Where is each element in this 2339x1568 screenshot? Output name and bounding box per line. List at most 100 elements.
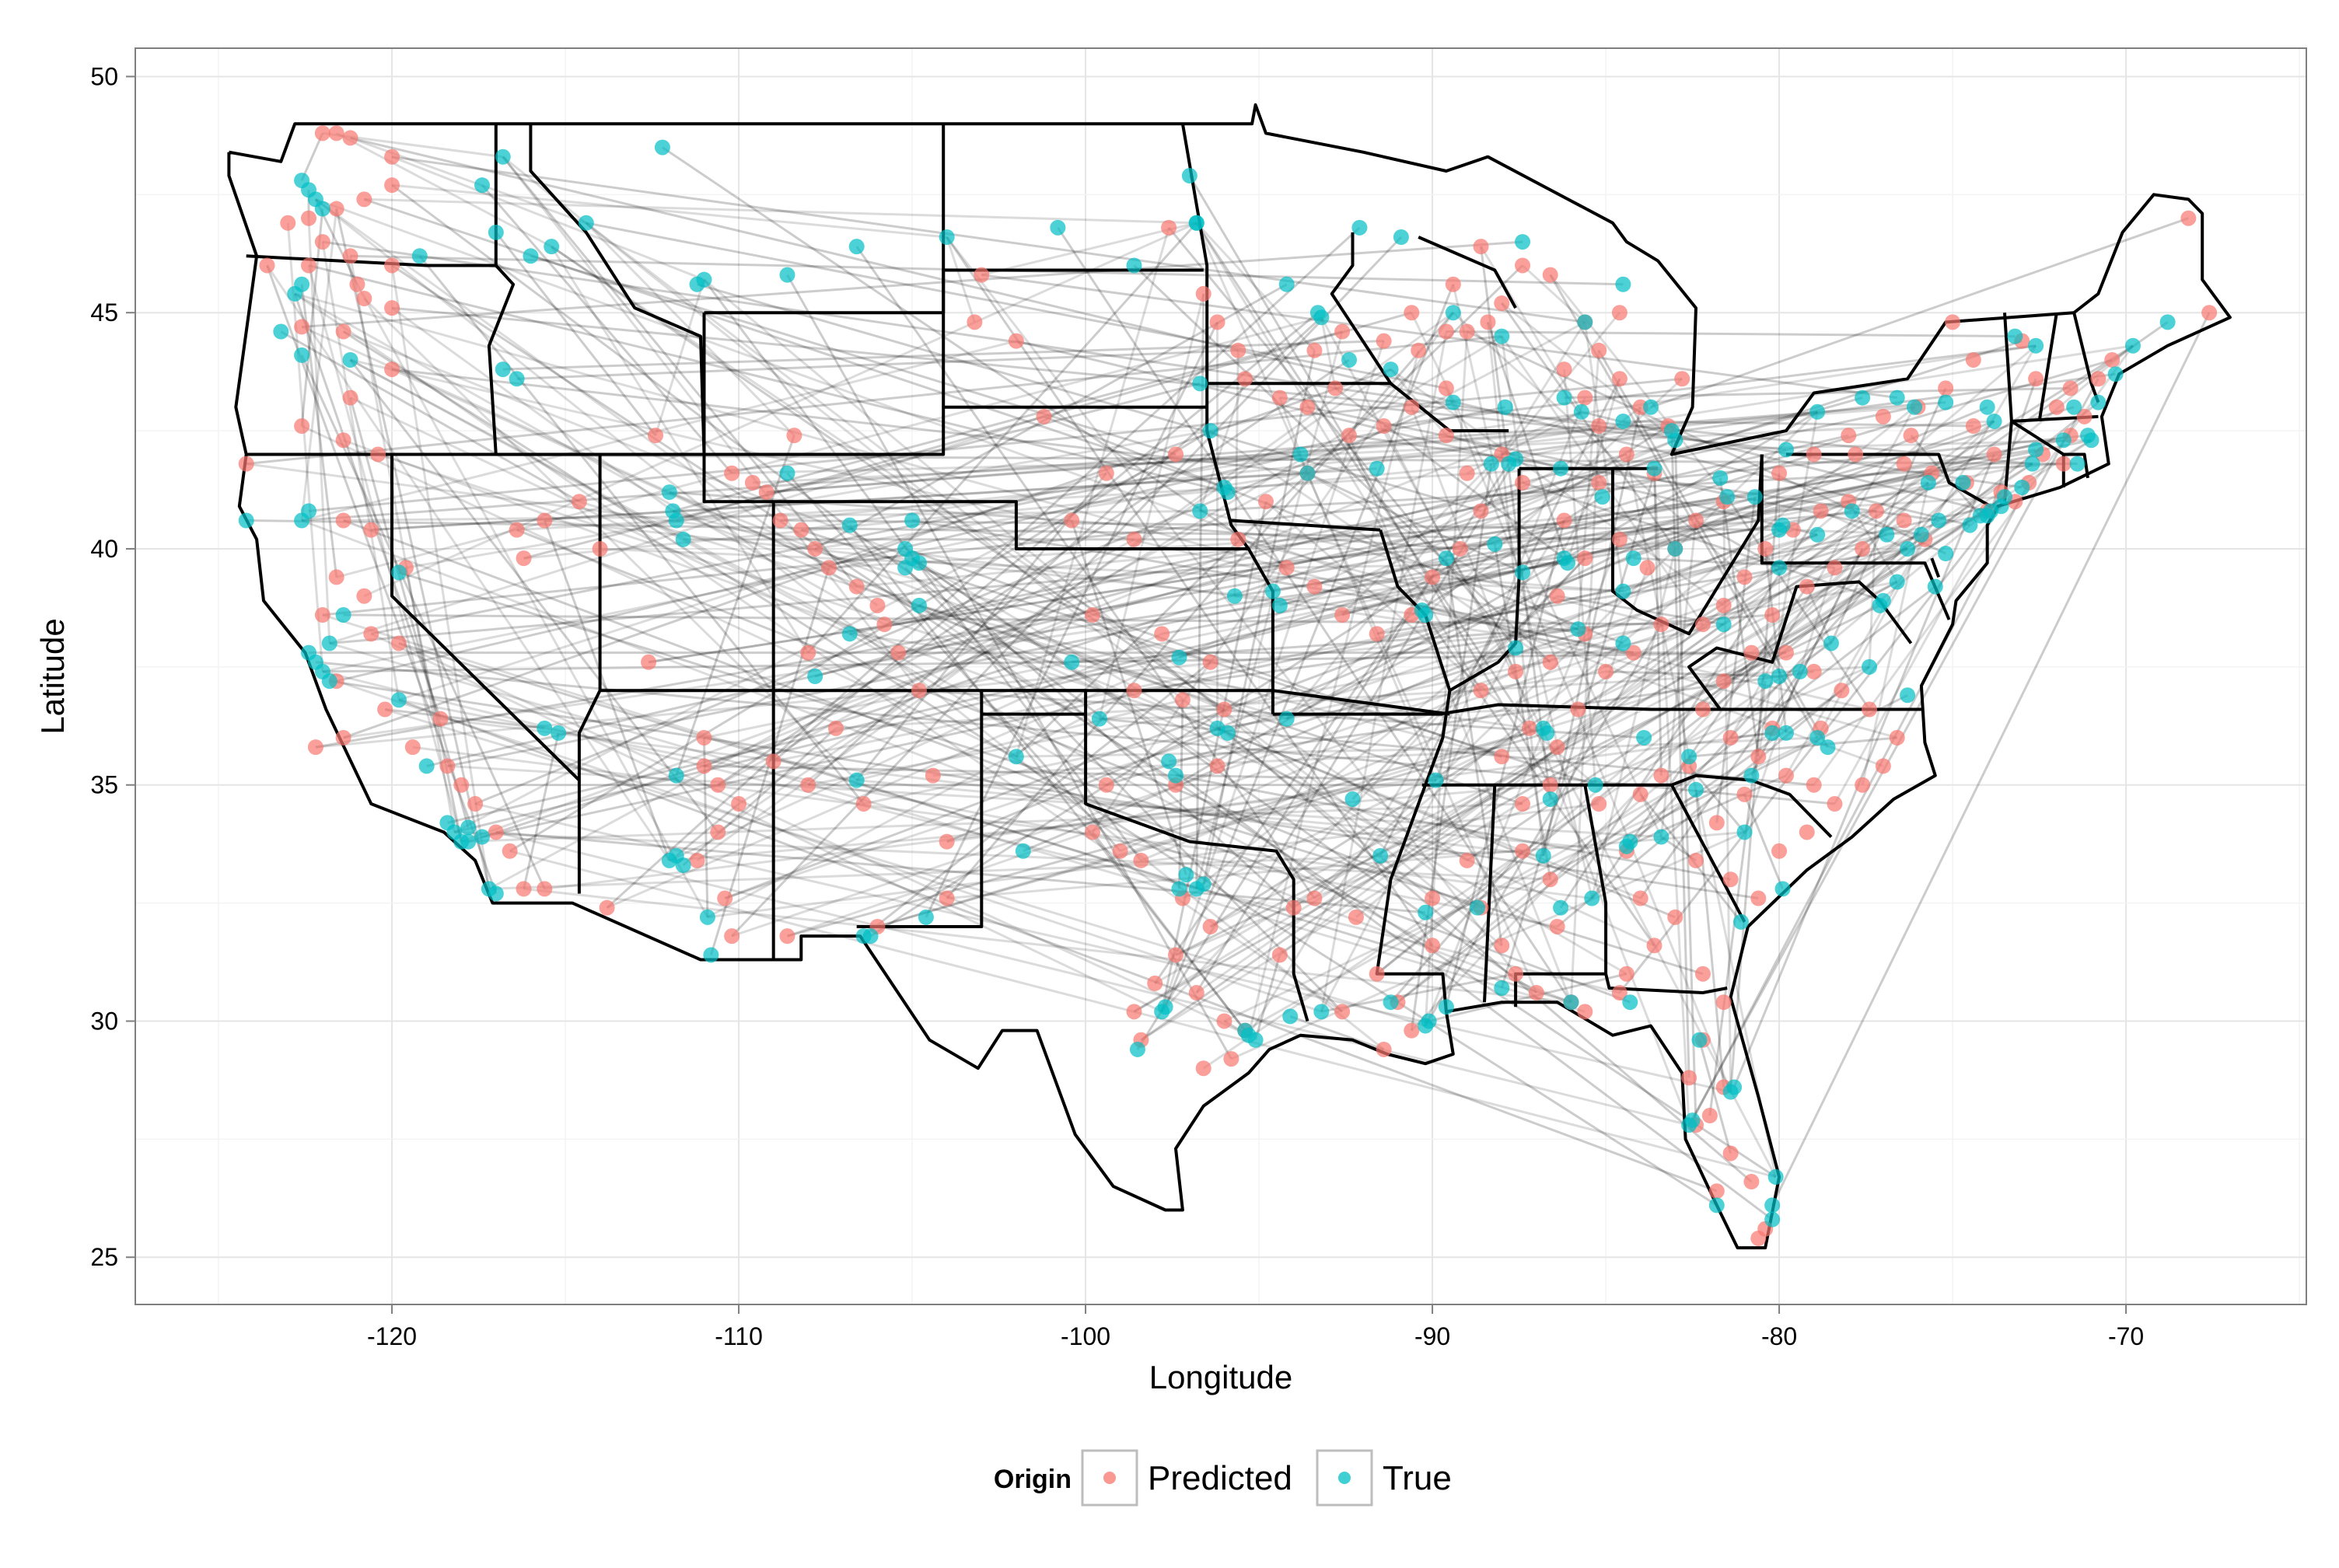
point-predicted [1376,418,1392,435]
point-true [661,484,677,501]
point-true [1560,555,1576,571]
point-true [1938,394,1954,410]
connection-line [447,472,1932,824]
point-true [1393,229,1409,246]
connection-line [307,218,331,644]
connection-line [1597,350,1829,748]
connection-line [911,557,1295,909]
connection-line [1134,627,1579,692]
point-predicted [1632,786,1648,802]
state-border [1439,703,1921,716]
connection-line [502,155,858,588]
connection-line [398,472,1107,701]
connection-line [1161,557,1586,1013]
point-predicted [1598,663,1614,679]
point-predicted [1549,739,1565,756]
connection-line [1830,387,1947,644]
point-true [1938,546,1954,562]
connection-line [1133,264,1551,663]
point-true [1771,669,1788,684]
point-predicted [807,540,823,557]
point-true [1539,725,1555,741]
connection-line [606,226,1361,909]
connection-line [391,155,1586,323]
point-predicted [974,267,990,283]
point-predicted [1653,616,1669,633]
point-predicted [925,767,941,784]
legend-entry-true: True [1316,1449,1452,1507]
point-predicted [1875,408,1891,424]
point-predicted [1896,512,1912,529]
point-true [1778,725,1794,741]
point-true [1292,446,1309,463]
point-predicted [1216,701,1232,718]
point-true [474,177,491,194]
connection-line [1279,396,1787,451]
connection-line [307,265,463,843]
point-true [1691,1032,1708,1048]
point-predicted [1750,1230,1767,1246]
connection-line [1136,576,1434,1050]
point-true [1889,574,1905,590]
point-predicted [259,257,275,274]
point-true [1188,215,1204,231]
connection-line [378,452,2078,466]
point-predicted [1618,966,1635,982]
point-true [2055,432,2072,449]
point-predicted [1591,418,1607,435]
connection-line [1816,539,1926,739]
connection-line [918,604,1502,758]
connection-line [1175,774,1731,881]
connection-line [1701,420,1995,711]
point-predicted [1404,1022,1420,1039]
point-predicted [1494,749,1510,765]
point-predicted [758,484,774,501]
connection-line [585,222,795,437]
y-axis-ticks: 25 30 35 40 45 50 [90,62,135,1271]
point-predicted [939,890,955,906]
point-predicted [301,257,317,274]
point-predicted [328,201,344,217]
connection-line [1590,548,1676,899]
connection-line [516,467,1561,532]
point-predicted [1945,314,1961,330]
point-predicted [1549,918,1565,934]
connection-line [1195,222,1538,994]
connection-line [447,438,2092,767]
point-true [1129,1041,1145,1057]
connection-line [551,245,1225,711]
point-predicted [1216,1013,1232,1029]
connection-line [391,306,674,512]
data-points [238,125,2218,1246]
point-predicted [1133,852,1149,868]
point-predicted [1757,540,1774,557]
connection-line [855,472,1107,781]
connection-line [300,132,324,181]
point-predicted [1827,560,1843,576]
connection-line [1351,557,1586,800]
connection-line [669,784,1551,862]
point-predicted [641,654,657,670]
point-true [1553,899,1569,916]
connection-line [418,255,865,805]
point-true [1955,474,1971,491]
legend-label-true: True [1383,1459,1452,1497]
connection-line [1289,1014,1385,1051]
connection-line [363,197,1225,489]
connection-line [1376,401,2100,975]
point-predicted [390,635,407,651]
connection-line [1502,372,2116,456]
point-predicted [1126,683,1142,699]
point-true [1064,654,1080,670]
connection-line [1694,789,1725,1088]
point-predicted [1938,380,1954,396]
point-true [1774,881,1791,897]
connection-line [904,567,1344,1013]
point-true [848,772,865,788]
connection-line [1650,217,2189,409]
connection-line [703,410,1582,767]
state-border [1231,519,1381,532]
point-true [1962,517,1978,533]
connection-line [1348,435,1572,1003]
point-predicted [537,512,553,529]
